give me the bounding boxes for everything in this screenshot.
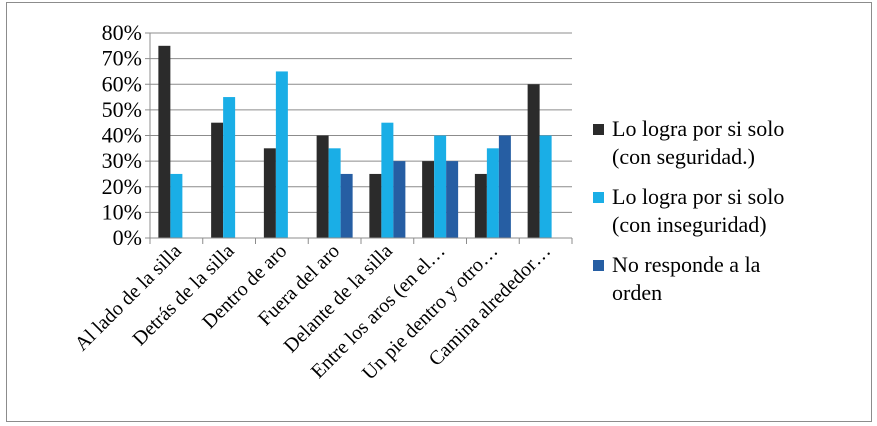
bar-series-2-category-8 bbox=[539, 135, 552, 238]
bar-series-3-category-4 bbox=[340, 173, 353, 238]
legend-label: No responde a la bbox=[612, 252, 761, 277]
bar-series-2-category-2 bbox=[223, 97, 236, 238]
legend: Lo logra por si solo (con seguridad.) Lo l… bbox=[593, 116, 784, 305]
y-tick-label: 10% bbox=[102, 199, 142, 224]
bar-series-1-category-2 bbox=[211, 122, 224, 238]
legend-swatch bbox=[593, 124, 604, 135]
y-tick-label: 40% bbox=[102, 123, 142, 148]
bar-series-1-category-1 bbox=[158, 45, 171, 238]
legend-swatch bbox=[593, 260, 604, 271]
y-tick-label: 30% bbox=[102, 148, 142, 173]
bar-series-3-category-7 bbox=[498, 135, 511, 238]
bar-series-1-category-8 bbox=[527, 84, 540, 238]
legend-swatch bbox=[593, 192, 604, 203]
bar-series-1-category-6 bbox=[422, 161, 435, 238]
bar-series-1-category-3 bbox=[263, 148, 276, 238]
bar-series-3-category-6 bbox=[446, 161, 459, 238]
y-tick-label: 20% bbox=[102, 174, 142, 199]
bar-series-3-category-5 bbox=[393, 161, 406, 238]
y-tick-label: 50% bbox=[102, 97, 142, 122]
y-axis-ticks: 0%10%20%30%40%50%60%70%80% bbox=[102, 20, 150, 250]
bar-series-2-category-1 bbox=[170, 173, 183, 238]
y-tick-label: 60% bbox=[102, 71, 142, 96]
bar-series-1-category-4 bbox=[316, 135, 329, 238]
legend-label: (con seguridad.) bbox=[612, 144, 755, 169]
bar-series-2-category-5 bbox=[381, 122, 394, 238]
legend-label: orden bbox=[612, 280, 662, 305]
bar-series-1-category-7 bbox=[474, 173, 487, 238]
bar-series-2-category-3 bbox=[275, 71, 288, 238]
y-tick-label: 70% bbox=[102, 46, 142, 71]
bar-series-2-category-4 bbox=[328, 148, 341, 238]
legend-label: (con inseguridad) bbox=[612, 212, 767, 237]
bar-series-1-category-5 bbox=[369, 173, 382, 238]
bar-series-2-category-7 bbox=[486, 148, 499, 238]
bars bbox=[158, 45, 552, 238]
legend-label: Lo logra por si solo bbox=[612, 116, 784, 141]
y-tick-label: 0% bbox=[113, 225, 142, 250]
bar-series-2-category-6 bbox=[434, 135, 447, 238]
legend-label: Lo logra por si solo bbox=[612, 184, 784, 209]
y-tick-label: 80% bbox=[102, 20, 142, 45]
